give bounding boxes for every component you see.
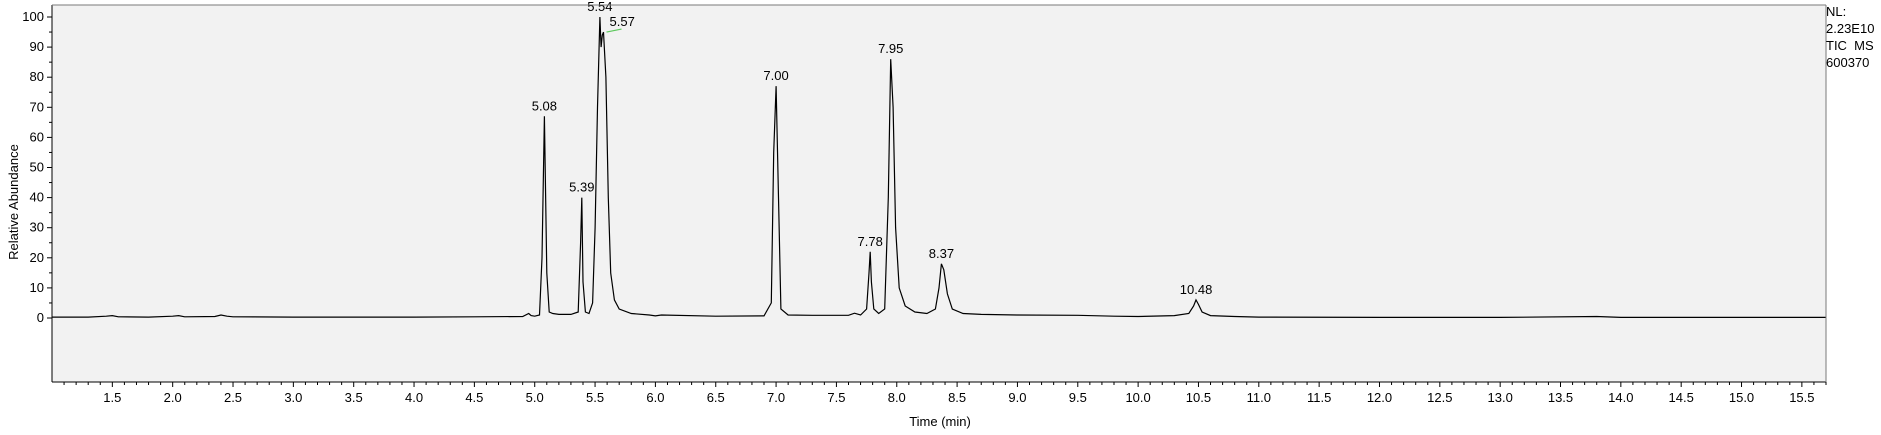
y-tick-label-20: 20 xyxy=(30,250,44,265)
y-axis-title: Relative Abundance xyxy=(6,144,21,260)
y-tick-label-90: 90 xyxy=(30,39,44,54)
trace-type: TIC MS xyxy=(1826,38,1874,53)
y-tick-label-100: 100 xyxy=(22,9,44,24)
peak-labels: 5.08 5.39 5.545.57 7.00 7.78 7.95 8.37 10.48 xyxy=(532,0,1213,297)
peak-label-5.54: 5.54 xyxy=(587,0,612,14)
y-tick-label-60: 60 xyxy=(30,129,44,144)
x-tick-label-1.5: 1.5 xyxy=(103,390,121,405)
y-tick-label-30: 30 xyxy=(30,220,44,235)
y-tick-label-80: 80 xyxy=(30,69,44,84)
normalization-info: NL: 2.23E10 TIC MS 600370 xyxy=(1826,3,1874,71)
x-tick-label-4.5: 4.5 xyxy=(465,390,483,405)
x-tick-label-13.5: 13.5 xyxy=(1548,390,1573,405)
x-axis-title: Time (min) xyxy=(909,414,971,429)
x-tick-label-3.0: 3.0 xyxy=(284,390,302,405)
x-tick-label-10.0: 10.0 xyxy=(1125,390,1150,405)
sample-id: 600370 xyxy=(1826,55,1870,70)
x-tick-label-15.0: 15.0 xyxy=(1729,390,1754,405)
y-tick-label-70: 70 xyxy=(30,99,44,114)
plot-area xyxy=(52,5,1826,382)
peak-label-5.39: 5.39 xyxy=(569,180,594,195)
y-tick-label-10: 10 xyxy=(30,280,44,295)
y-tick-label-50: 50 xyxy=(30,160,44,175)
x-tick-label-11.5: 11.5 xyxy=(1307,390,1331,405)
peak-label-10.48: 10.48 xyxy=(1180,282,1213,297)
x-tick-label-7.5: 7.5 xyxy=(827,390,845,405)
peak-marker-5.57 xyxy=(606,28,622,33)
peak-label-8.37: 8.37 xyxy=(929,246,954,261)
peak-label-7.78: 7.78 xyxy=(858,234,883,249)
x-tick-label-10.5: 10.5 xyxy=(1186,390,1211,405)
x-tick-label-7.0: 7.0 xyxy=(767,390,785,405)
x-axis-ticks: 1.5 2.0 2.5 3.0 3.5 4.0 4.5 5.0 5.5 6.0 6.5 7.0 7.5 8… xyxy=(63,382,1827,405)
x-tick-label-9.5: 9.5 xyxy=(1069,390,1087,405)
x-tick-label-8.5: 8.5 xyxy=(948,390,966,405)
x-tick-label-4.0: 4.0 xyxy=(405,390,423,405)
x-tick-label-5.0: 5.0 xyxy=(526,390,544,405)
x-tick-label-5.5: 5.5 xyxy=(586,390,604,405)
peak-label-5.08: 5.08 xyxy=(532,98,557,113)
x-tick-label-11.0: 11.0 xyxy=(1247,390,1271,405)
x-tick-label-14.5: 14.5 xyxy=(1669,390,1694,405)
series-line-tic xyxy=(52,16,1826,318)
peak-label-5.57: 5.57 xyxy=(610,14,635,29)
x-tick-label-2.0: 2.0 xyxy=(164,390,182,405)
x-tick-label-13.0: 13.0 xyxy=(1488,390,1513,405)
x-tick-label-2.5: 2.5 xyxy=(224,390,242,405)
x-tick-label-6.0: 6.0 xyxy=(646,390,664,405)
peak-label-7.95: 7.95 xyxy=(878,41,903,56)
y-tick-label-40: 40 xyxy=(30,190,44,205)
peak-label-7.00: 7.00 xyxy=(763,68,788,83)
x-tick-label-12.0: 12.0 xyxy=(1367,390,1392,405)
x-tick-label-15.5: 15.5 xyxy=(1789,390,1814,405)
y-axis-ticks: 0 10 20 30 40 50 60 70 80 90 100 xyxy=(22,9,52,325)
x-tick-label-6.5: 6.5 xyxy=(707,390,725,405)
x-tick-label-3.5: 3.5 xyxy=(345,390,363,405)
nl-value: 2.23E10 xyxy=(1826,21,1875,36)
x-tick-label-8.0: 8.0 xyxy=(888,390,906,405)
nl-label: NL: xyxy=(1826,4,1847,19)
x-tick-label-14.0: 14.0 xyxy=(1608,390,1633,405)
y-tick-label-0: 0 xyxy=(37,310,44,325)
x-tick-label-9.0: 9.0 xyxy=(1008,390,1026,405)
x-tick-label-12.5: 12.5 xyxy=(1427,390,1452,405)
